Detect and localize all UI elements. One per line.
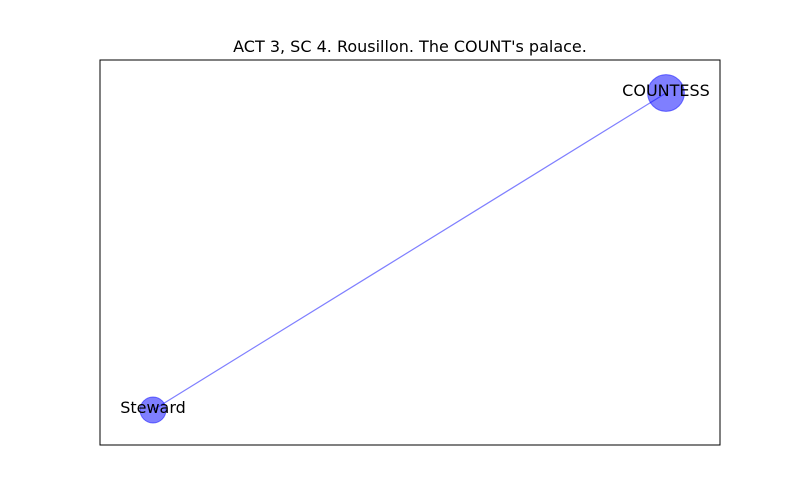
node-countess [647,74,685,112]
nodes-layer [139,74,685,424]
labels-layer: COUNTESS Steward [120,81,710,417]
node-label-steward: Steward [120,398,186,417]
node-steward [139,396,167,424]
chart-title: ACT 3, SC 4. Rousillon. The COUNT's pala… [233,37,587,56]
edges-layer [152,92,667,411]
plot-frame [99,59,721,446]
edge-countess-steward [152,92,667,411]
node-label-countess: COUNTESS [622,81,710,100]
